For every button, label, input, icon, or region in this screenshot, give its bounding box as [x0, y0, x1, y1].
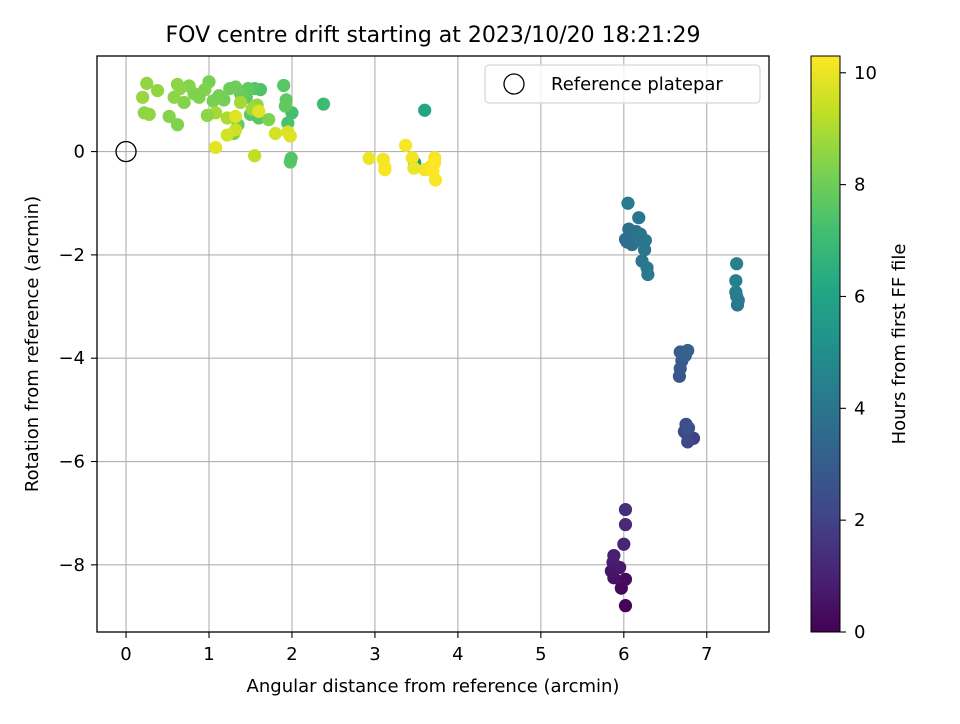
data-point: [362, 151, 376, 165]
x-tick-label: 5: [535, 644, 546, 665]
y-tick-label: −4: [58, 348, 85, 369]
data-point: [177, 95, 191, 110]
y-tick-label: −8: [58, 555, 85, 576]
x-tick-label: 4: [452, 644, 463, 665]
x-tick-label: 6: [618, 644, 629, 665]
data-point: [142, 107, 156, 121]
colorbar-tick-label: 8: [854, 175, 865, 196]
data-point: [268, 126, 282, 141]
y-axis-ticks: 0 −2 −4 −6 −8: [58, 142, 97, 576]
data-point: [618, 502, 633, 517]
data-point: [140, 76, 154, 90]
data-point: [277, 78, 291, 93]
data-point: [618, 232, 633, 246]
data-point: [248, 149, 262, 163]
y-tick-label: 0: [74, 142, 85, 163]
data-point: [632, 211, 646, 225]
data-points: [115, 75, 745, 613]
legend-reference-marker: [503, 73, 525, 95]
data-point: [641, 267, 655, 282]
data-point: [200, 108, 214, 123]
y-tick-label: −6: [58, 452, 85, 473]
data-point: [150, 84, 165, 98]
legend-entry-reference: Reference platepar: [551, 74, 723, 95]
y-axis-label: Rotation from reference (arcmin): [22, 196, 43, 492]
reference-platepar-marker: [115, 140, 137, 163]
colorbar-tick-label: 0: [854, 622, 865, 643]
data-point: [223, 81, 237, 96]
grid-lines: [97, 56, 769, 632]
data-point: [136, 90, 150, 104]
colorbar-tick-label: 10: [854, 63, 877, 84]
data-point: [681, 435, 695, 449]
x-tick-label: 1: [203, 644, 214, 665]
data-point: [405, 151, 419, 165]
data-point: [622, 222, 636, 236]
data-point: [209, 140, 223, 155]
colorbar-tick-label: 2: [854, 510, 865, 531]
data-point: [618, 517, 633, 532]
data-point: [681, 421, 696, 435]
x-tick-label: 2: [286, 644, 297, 665]
data-point: [278, 99, 292, 113]
x-axis-label: Angular distance from reference (arcmin): [247, 676, 620, 697]
data-point: [170, 118, 185, 132]
data-point: [206, 94, 220, 108]
x-tick-label: 3: [369, 644, 380, 665]
data-point: [228, 109, 243, 124]
legend: Reference platepar: [484, 64, 761, 104]
data-point: [378, 163, 392, 177]
colorbar-tick-label: 6: [854, 286, 865, 307]
x-tick-label: 0: [120, 644, 131, 665]
data-point: [316, 97, 331, 111]
y-tick-label: −2: [58, 245, 85, 266]
data-point: [637, 243, 652, 257]
data-point: [618, 599, 633, 613]
data-point: [418, 103, 432, 117]
data-point: [162, 109, 176, 124]
data-point: [167, 90, 181, 104]
colorbar-ticks: 0 2 4 6 8 10: [840, 63, 877, 643]
legend-box: [484, 64, 761, 104]
data-point: [618, 572, 633, 586]
data-point: [621, 196, 635, 210]
colorbar: [810, 55, 841, 633]
data-point: [607, 548, 621, 563]
data-point: [170, 77, 185, 92]
data-point: [426, 164, 440, 178]
colorbar-tick-label: 4: [854, 398, 865, 419]
data-point: [729, 285, 743, 299]
data-point: [407, 161, 421, 175]
colorbar-label: Hours from first FF file: [889, 244, 910, 445]
data-point: [730, 257, 744, 271]
data-point: [262, 112, 276, 127]
data-point: [399, 138, 413, 152]
data-point: [283, 129, 297, 143]
data-point: [284, 151, 298, 165]
data-point: [252, 104, 266, 118]
data-point: [633, 227, 648, 241]
data-point: [617, 537, 631, 551]
x-axis-ticks: 0 1 2 3 4 5 6 7: [120, 632, 713, 665]
plot-frame: [96, 55, 770, 633]
chart-title: FOV centre drift starting at 2023/10/20 …: [166, 23, 701, 48]
data-point: [681, 343, 695, 358]
data-point: [233, 95, 248, 110]
data-point: [220, 128, 234, 142]
data-point: [729, 274, 743, 288]
x-tick-label: 7: [701, 644, 712, 665]
